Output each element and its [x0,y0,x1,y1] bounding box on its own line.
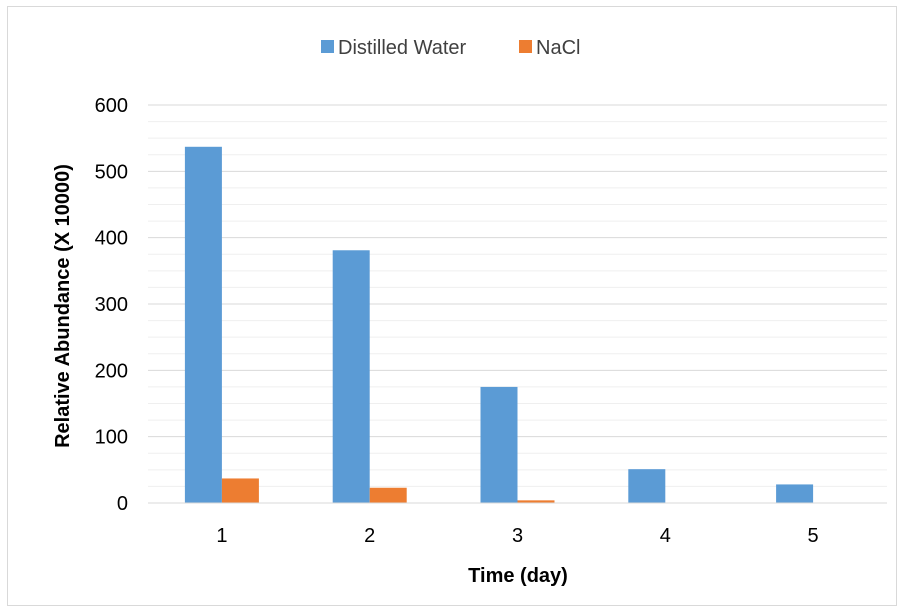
y-tick-label: 400 [95,228,128,250]
x-tick-label: 1 [216,525,227,547]
y-tick-label: 500 [95,161,128,183]
bars [184,146,814,504]
y-tick-label: 200 [95,360,128,382]
x-tick-label: 3 [512,525,523,547]
y-tick-label: 100 [95,427,128,449]
chart-area [7,6,897,606]
y-tick-label: 0 [117,493,128,515]
bar-distilled-water-day-4 [628,469,666,503]
y-axis-title: Relative Abundance (X 10000) [52,164,74,448]
legend: Distilled Water NaCl [321,37,580,59]
x-tick-label: 4 [660,525,671,547]
y-axis-ticks: 0 100 200 300 400 500 600 [95,95,128,515]
bar-nacl-day-2 [369,487,407,503]
bar-distilled-water-day-3 [480,386,518,503]
x-tick-label: 5 [808,525,819,547]
gridlines [148,104,887,487]
bar-distilled-water-day-1 [184,146,222,504]
legend-label-distilled-water: Distilled Water [338,37,467,59]
bar-nacl-day-3 [517,500,555,503]
bar-nacl-day-1 [221,478,259,503]
x-axis-ticks: 1 2 3 4 5 [216,525,818,547]
x-axis-title: Time (day) [468,565,568,587]
y-tick-label: 300 [95,294,128,316]
bar-distilled-water-day-2 [332,250,370,503]
x-tick-label: 2 [364,525,375,547]
legend-swatch-nacl [519,40,532,53]
legend-label-nacl: NaCl [536,37,580,59]
legend-swatch-distilled-water [321,40,334,53]
bar-distilled-water-day-5 [776,484,814,503]
y-tick-label: 600 [95,95,128,117]
